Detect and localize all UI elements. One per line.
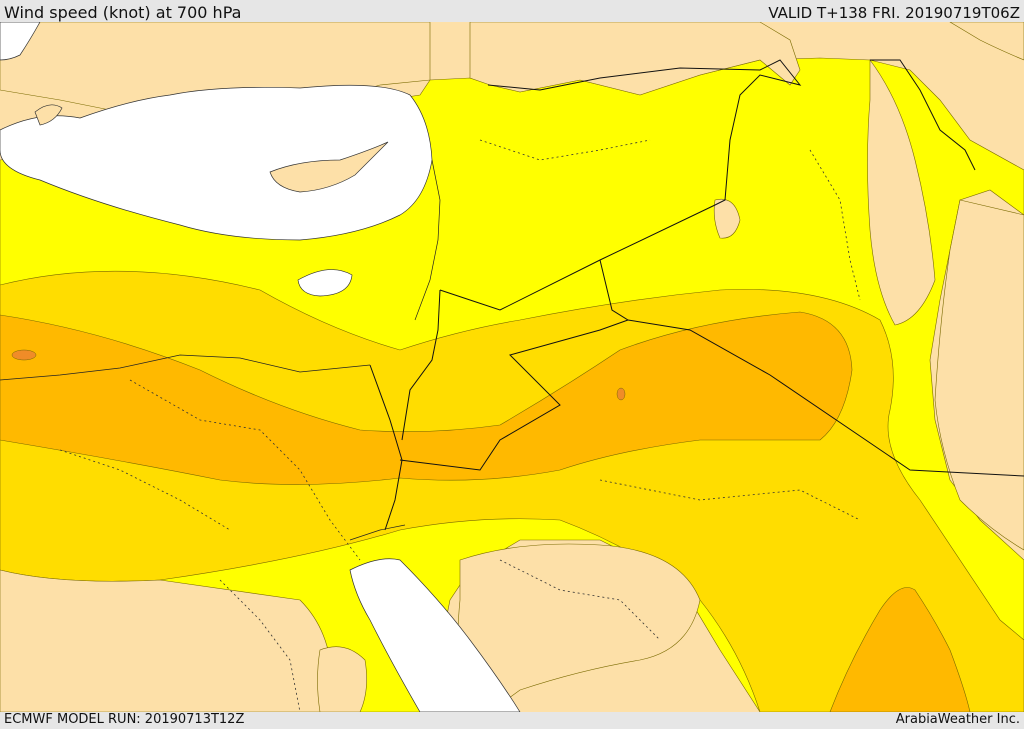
coastlines bbox=[0, 159, 441, 541]
cyprus bbox=[269, 141, 389, 193]
header-bar: Wind speed (knot) at 700 hPa VALID T+138… bbox=[0, 0, 1024, 22]
band-orange-south bbox=[829, 587, 971, 712]
band-dark-orange-west bbox=[11, 349, 37, 361]
map-title: Wind speed (knot) at 700 hPa bbox=[4, 3, 242, 22]
small-sea-patch bbox=[297, 269, 353, 297]
band-orange bbox=[0, 311, 853, 485]
model-run-label: ECMWF MODEL RUN: 20190713T12Z bbox=[4, 712, 245, 727]
sea-areas bbox=[0, 22, 521, 712]
islands bbox=[34, 104, 389, 193]
wind-speed-map bbox=[0, 22, 1024, 712]
red-sea bbox=[349, 558, 521, 712]
valid-time: VALID T+138 FRI. 20190719T06Z bbox=[768, 4, 1020, 22]
band-dark-orange-central bbox=[616, 387, 626, 401]
credit-label: ArabiaWeather Inc. bbox=[895, 712, 1020, 727]
admin-boundaries bbox=[59, 139, 861, 712]
aegean-sea bbox=[0, 22, 41, 61]
footer-bar: ECMWF MODEL RUN: 20190713T12Z ArabiaWeat… bbox=[0, 712, 1024, 729]
country-borders bbox=[369, 59, 1024, 531]
